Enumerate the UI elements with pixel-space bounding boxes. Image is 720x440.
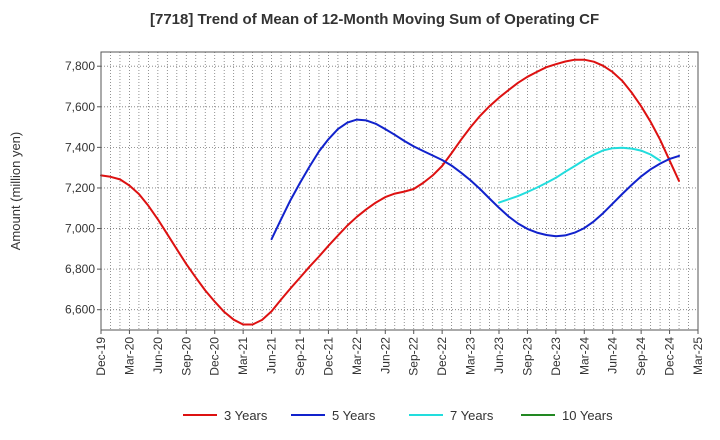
x-tick-label: Sep-23	[520, 337, 534, 376]
y-tick-label: 7,000	[65, 222, 95, 236]
plot-frame	[100, 51, 699, 331]
legend: 3 Years 5 Years 7 Years 10 Years	[183, 408, 613, 423]
x-tick-label: Mar-23	[464, 337, 478, 375]
x-tick-label: Jun-20	[151, 337, 165, 374]
legend-label: 10 Years	[562, 408, 613, 423]
legend-label: 3 Years	[224, 408, 268, 423]
x-tick-label: Jun-21	[265, 337, 279, 374]
x-tick-label: Sep-20	[179, 337, 193, 376]
grid	[101, 52, 698, 330]
x-tick-label: Jun-24	[606, 337, 620, 374]
y-tick-label: 7,200	[65, 181, 95, 195]
x-tick-label: Dec-19	[94, 337, 108, 376]
x-tick-label: Jun-23	[492, 337, 506, 374]
x-tick-label: Mar-25	[691, 337, 705, 375]
x-tick-label: Dec-23	[549, 337, 563, 376]
x-tick-label: Jun-22	[378, 337, 392, 374]
y-tick-label: 7,400	[65, 140, 95, 154]
legend-label: 5 Years	[332, 408, 376, 423]
x-tick-label: Dec-20	[208, 337, 222, 376]
x-tick-label: Dec-22	[435, 337, 449, 376]
x-tick-label: Dec-24	[663, 337, 677, 376]
y-tick-label: 7,800	[65, 59, 95, 73]
x-tick-label: Sep-21	[293, 337, 307, 376]
x-tick-label: Mar-22	[350, 337, 364, 375]
y-tick-label: 7,600	[65, 100, 95, 114]
series-line-3-years	[100, 58, 680, 326]
y-axis-ticks: 6,600 6,800 7,000 7,200 7,400 7,600 7,800	[65, 59, 101, 317]
x-axis-ticks: Dec-19 Mar-20 Jun-20 Sep-20 Dec-20 Mar-21 Jun-…	[94, 330, 705, 376]
y-axis-label: Amount (million yen)	[8, 132, 23, 251]
x-tick-label: Mar-20	[122, 337, 136, 375]
x-tick-label: Mar-24	[577, 337, 591, 375]
y-tick-label: 6,800	[65, 262, 95, 276]
x-tick-label: Sep-24	[634, 337, 648, 376]
x-tick-label: Sep-22	[407, 337, 421, 376]
x-tick-label: Mar-21	[236, 337, 250, 375]
chart-title: [7718] Trend of Mean of 12-Month Moving …	[150, 11, 599, 28]
legend-label: 7 Years	[450, 408, 494, 423]
series-group	[100, 58, 680, 326]
series-line-5-years	[270, 118, 680, 241]
plot-area	[101, 52, 698, 330]
series-line-7-years	[498, 146, 662, 204]
y-tick-label: 6,600	[65, 303, 95, 317]
x-tick-label: Dec-21	[321, 337, 335, 376]
